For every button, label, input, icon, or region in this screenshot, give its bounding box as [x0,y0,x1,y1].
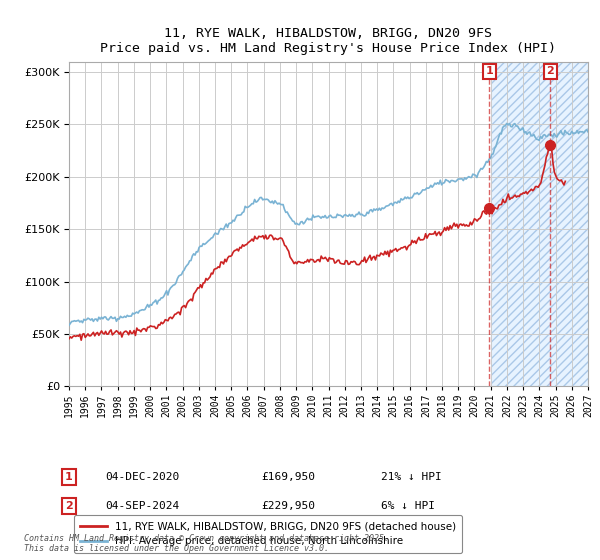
Legend: 11, RYE WALK, HIBALDSTOW, BRIGG, DN20 9FS (detached house), HPI: Average price, : 11, RYE WALK, HIBALDSTOW, BRIGG, DN20 9F… [74,515,462,553]
Text: 21% ↓ HPI: 21% ↓ HPI [381,472,442,482]
Text: 6% ↓ HPI: 6% ↓ HPI [381,501,435,511]
Text: 04-DEC-2020: 04-DEC-2020 [105,472,179,482]
Text: Contains HM Land Registry data © Crown copyright and database right 2025.
This d: Contains HM Land Registry data © Crown c… [24,534,389,553]
Title: 11, RYE WALK, HIBALDSTOW, BRIGG, DN20 9FS
Price paid vs. HM Land Registry's Hous: 11, RYE WALK, HIBALDSTOW, BRIGG, DN20 9F… [101,27,557,55]
Text: 2: 2 [547,67,554,77]
Polygon shape [491,62,588,386]
Text: £169,950: £169,950 [261,472,315,482]
Text: 1: 1 [65,472,73,482]
Text: 1: 1 [485,67,493,77]
Text: £229,950: £229,950 [261,501,315,511]
Text: 04-SEP-2024: 04-SEP-2024 [105,501,179,511]
Text: 2: 2 [65,501,73,511]
